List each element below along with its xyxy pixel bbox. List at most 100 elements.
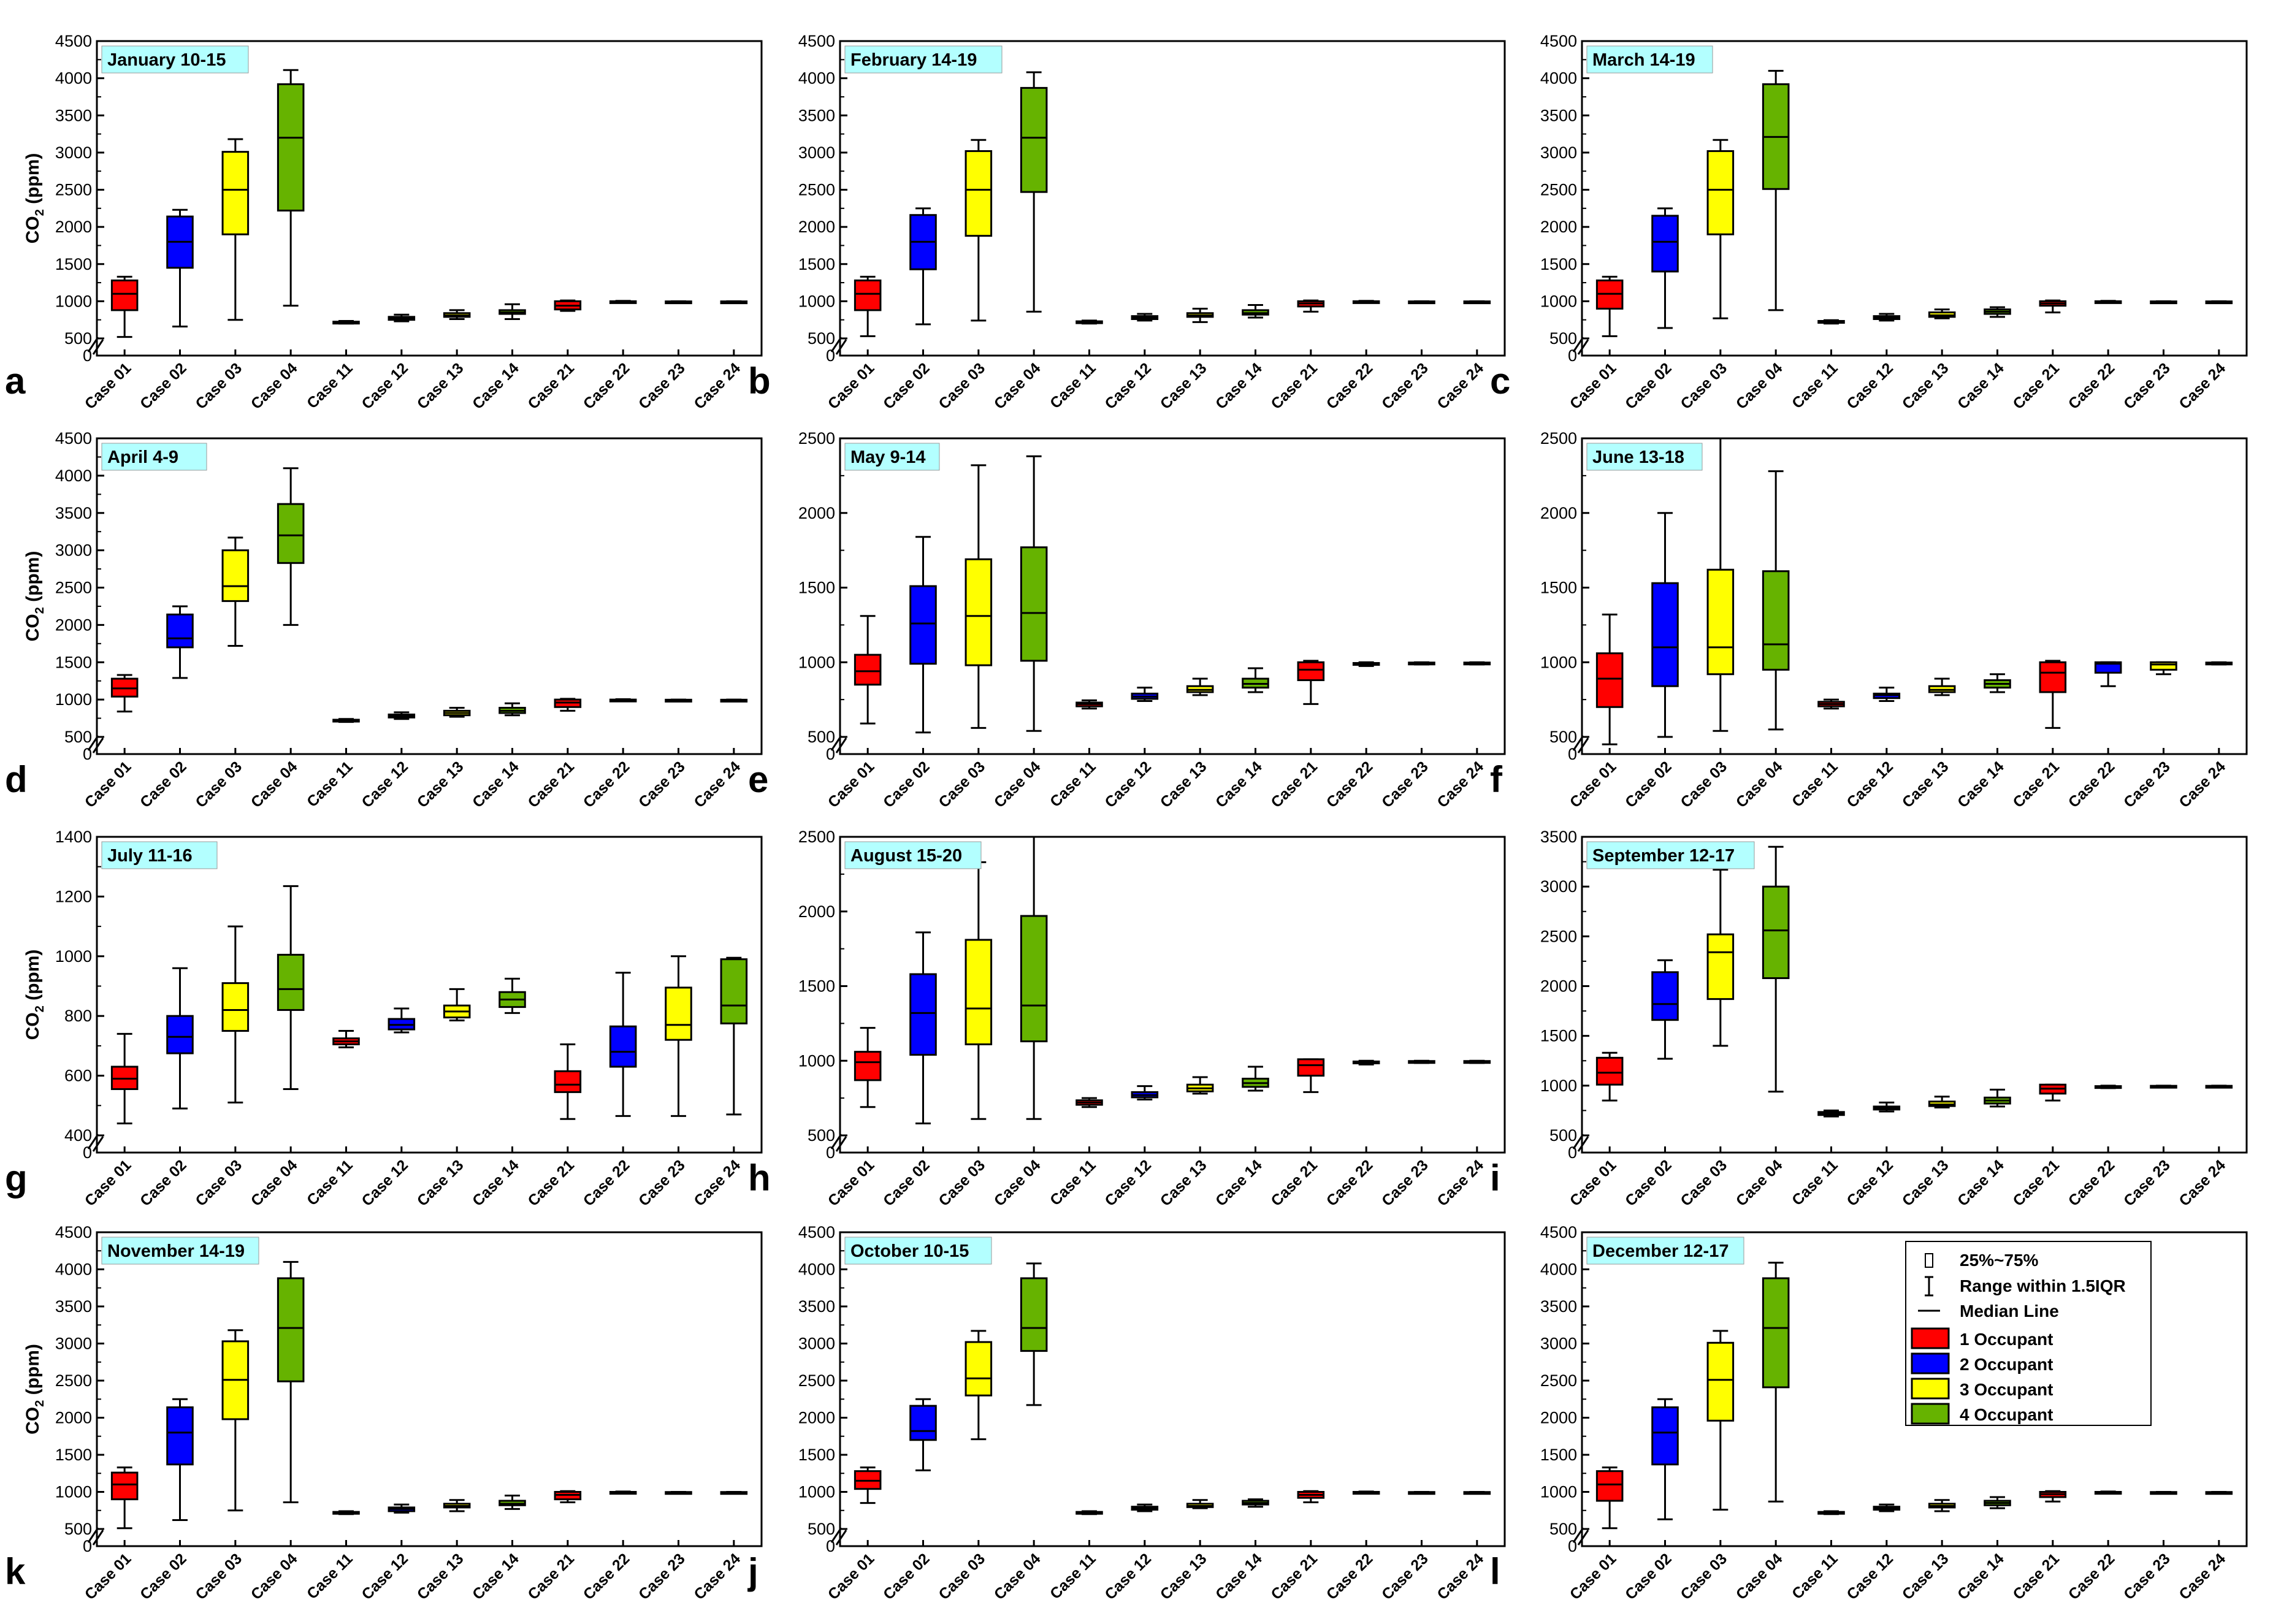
axis-break-mark: [830, 337, 842, 353]
x-tick-label: Case 02: [880, 758, 933, 811]
box-case-22: [2094, 661, 2122, 687]
box-case-12: [1873, 313, 1901, 322]
box-case-11: [332, 1510, 360, 1515]
x-tick-label: Case 01: [1567, 758, 1620, 811]
y-axis-label-main: CO: [23, 1407, 43, 1435]
box-case-12: [1131, 1503, 1159, 1512]
iqr-box: [909, 1405, 937, 1441]
x-tick-label: Case 24: [1434, 1550, 1487, 1603]
x-tick-label: Case 02: [1622, 1156, 1675, 1210]
panel-title-text: May 9-14: [850, 448, 926, 467]
plot-frame: [1581, 40, 2248, 357]
y-tick-label: 3500: [55, 504, 92, 522]
box-case-21: [2039, 1083, 2067, 1102]
x-tick-label: Case 03: [192, 1550, 245, 1603]
box-case-11: [332, 1030, 360, 1048]
panel-letter: e: [748, 759, 768, 800]
y-tick-label: 1500: [798, 255, 835, 273]
box-case-24: [720, 1491, 748, 1495]
box-case-23: [2150, 300, 2177, 305]
y-tick-label: 3000: [798, 143, 835, 162]
x-tick-label: Case 21: [2009, 758, 2063, 811]
y-tick-label: 2000: [55, 218, 92, 236]
box-case-02: [909, 931, 937, 1125]
plot-frame: [96, 836, 763, 1154]
x-tick-label: Case 22: [1323, 1550, 1377, 1603]
panel-title: March 14-19: [1586, 45, 1713, 74]
x-tick-label: Case 04: [1733, 1550, 1786, 1603]
y-tick-label: 2000: [798, 218, 835, 236]
y-tick-label: 3000: [55, 541, 92, 560]
y-tick-label: 2000: [1540, 218, 1577, 236]
box-case-04: [1020, 1262, 1048, 1406]
box-case-22: [609, 698, 637, 703]
y-tick-label: 3500: [1540, 1297, 1577, 1316]
y-tick-label: 500: [808, 329, 835, 348]
y-tick-label: 1500: [1540, 579, 1577, 597]
x-tick-label: Case 23: [1378, 758, 1432, 811]
x-tick-label: Case 01: [825, 758, 878, 811]
panel-letter: j: [747, 1551, 758, 1592]
x-tick-label: Case 04: [991, 359, 1044, 413]
panel-title-bg: [101, 443, 207, 471]
axis-break-mark: [1577, 339, 1589, 355]
box-case-01: [1595, 1051, 1624, 1102]
axis-break-mark: [87, 1134, 99, 1149]
x-tick-label: Case 24: [2176, 758, 2229, 811]
box-case-04: [1020, 455, 1048, 732]
iqr-box: [1706, 933, 1735, 1001]
box-case-04: [1762, 845, 1790, 1093]
x-tick-label: Case 24: [1434, 359, 1487, 413]
x-tick-label: Case 23: [2120, 758, 2174, 811]
y-tick-label: 2500: [55, 579, 92, 597]
y-tick-label: 500: [808, 1126, 835, 1145]
y-tick-label: 2500: [798, 1371, 835, 1390]
iqr-box: [1706, 150, 1735, 235]
x-tick-label: Case 03: [192, 1156, 245, 1210]
plot-frame: [1581, 836, 2248, 1154]
box-case-12: [1131, 687, 1159, 703]
x-tick-label: Case 22: [2065, 1550, 2118, 1603]
legend-occupant-label: 2 Occupant: [1960, 1355, 2053, 1374]
y-tick-label: 2500: [1540, 927, 1577, 945]
panel-title-text: September 12-17: [1592, 846, 1735, 866]
plot-frame: [96, 40, 763, 357]
x-tick-label: Case 24: [2176, 359, 2229, 413]
x-tick-label: Case 03: [935, 359, 988, 413]
box-case-11: [1817, 1109, 1845, 1118]
x-tick-label: Case 04: [248, 359, 301, 413]
iqr-box: [1651, 582, 1679, 687]
box-case-22: [1352, 300, 1380, 304]
y-tick-label: 1500: [55, 255, 92, 273]
box-case-13: [1928, 677, 1956, 696]
x-tick-label: Case 02: [137, 758, 190, 811]
x-tick-label: Case 12: [1843, 1550, 1897, 1603]
x-tick-label: Case 02: [880, 1550, 933, 1603]
y-tick-label: 3000: [798, 1335, 835, 1353]
y-axis-label: CO2 (ppm): [23, 153, 47, 244]
y-tick-label: 3000: [1540, 1335, 1577, 1353]
panel-title: June 13-18: [1586, 443, 1703, 471]
axis-break-mark: [87, 735, 99, 751]
y-tick-label: 1500: [798, 579, 835, 597]
panel-title-text: January 10-15: [107, 50, 226, 70]
x-tick-label: Case 11: [1047, 359, 1099, 412]
x-tick-label: Case 11: [1789, 1550, 1841, 1603]
box-case-11: [332, 718, 360, 723]
x-tick-label: Case 14: [1954, 758, 2007, 811]
y-tick-label: 3000: [55, 1335, 92, 1353]
box-case-04: [277, 69, 305, 307]
axis-break-mark: [1577, 1136, 1589, 1152]
x-tick-label: Case 24: [690, 1550, 744, 1603]
panel-title-bg: [844, 841, 982, 869]
panel-title-bg: [1586, 443, 1703, 471]
iqr-box: [1762, 570, 1790, 671]
x-tick-label: Case 02: [137, 1156, 190, 1210]
y-tick-label: 2000: [55, 616, 92, 634]
box-case-23: [1408, 1059, 1435, 1064]
panel-letter: g: [5, 1157, 28, 1199]
x-tick-label: Case 23: [2120, 1550, 2174, 1603]
iqr-box: [965, 558, 993, 666]
x-tick-label: Case 12: [1843, 758, 1897, 811]
x-tick-label: Case 11: [1047, 1156, 1099, 1209]
